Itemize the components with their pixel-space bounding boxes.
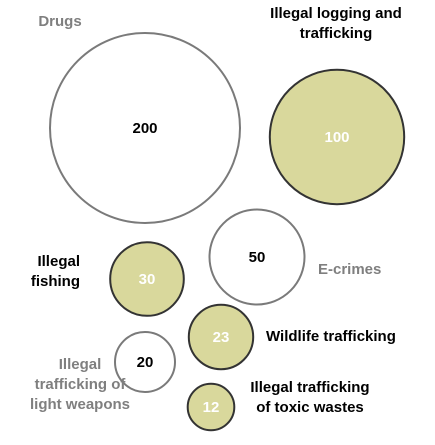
value-label-e-crimes: 50 [249,249,266,266]
value-label-illegal-trafficking-of-toxic-wastes: 12 [203,399,220,416]
value-label-drugs: 200 [132,120,157,137]
category-label-illegal-trafficking-of-light-weapons: Illegal trafficking of light weapons [30,356,130,413]
bubble-illegal-fishing: 30 Illegal fishing [31,241,185,317]
category-label-line: E-crimes [318,261,381,278]
bubble-circle-illegal-logging-and-trafficking [268,68,406,206]
bubble-circle-illegal-trafficking-of-light-weapons [114,331,176,393]
bubble-circle-drugs [49,32,241,224]
bubble-illegal-logging-and-trafficking: 100 Illegal logging and trafficking [268,5,406,206]
bubble-illegal-trafficking-of-light-weapons: 20 Illegal trafficking of light weapons [30,331,176,413]
category-label-drugs: Drugs [38,13,81,30]
category-label-line: Drugs [38,13,81,30]
category-label-line: fishing [31,273,80,290]
bubble-circle-wildlife-trafficking [187,303,255,371]
value-label-illegal-logging-and-trafficking: 100 [324,129,349,146]
value-label-illegal-fishing: 30 [139,271,156,288]
bubble-drugs: 200 Drugs [38,13,241,224]
category-label-line: Wildlife trafficking [266,328,396,345]
bubble-wildlife-trafficking: 23 Wildlife trafficking [187,303,396,371]
category-label-line: trafficking [300,25,373,42]
category-label-wildlife-trafficking: Wildlife trafficking [266,328,396,345]
bubbles-layer: 200 Drugs 100 Illegal logging and traffickin… [30,5,406,432]
category-label-line: of toxic wastes [256,399,364,416]
value-label-wildlife-trafficking: 23 [213,329,230,346]
category-label-illegal-trafficking-of-toxic-wastes: Illegal trafficking of toxic wastes [250,379,369,416]
category-label-illegal-fishing: Illegal fishing [31,253,80,290]
category-label-line: Illegal logging and [270,5,402,22]
category-label-line: trafficking of [35,376,127,393]
bubble-illegal-trafficking-of-toxic-wastes: 12 Illegal trafficking of toxic wastes [186,379,370,432]
category-label-e-crimes: E-crimes [318,261,381,278]
bubble-circle-illegal-trafficking-of-toxic-wastes [186,382,236,432]
category-label-line: Illegal trafficking [250,379,369,396]
value-label-illegal-trafficking-of-light-weapons: 20 [137,354,154,371]
bubble-e-crimes: 50 E-crimes [208,208,381,306]
category-label-line: Illegal [59,356,102,373]
category-label-illegal-logging-and-trafficking: Illegal logging and trafficking [270,5,402,42]
bubble-circle-illegal-fishing [109,241,185,317]
bubble-circle-e-crimes [208,208,306,306]
category-label-line: Illegal [37,253,80,270]
category-label-line: light weapons [30,396,130,413]
